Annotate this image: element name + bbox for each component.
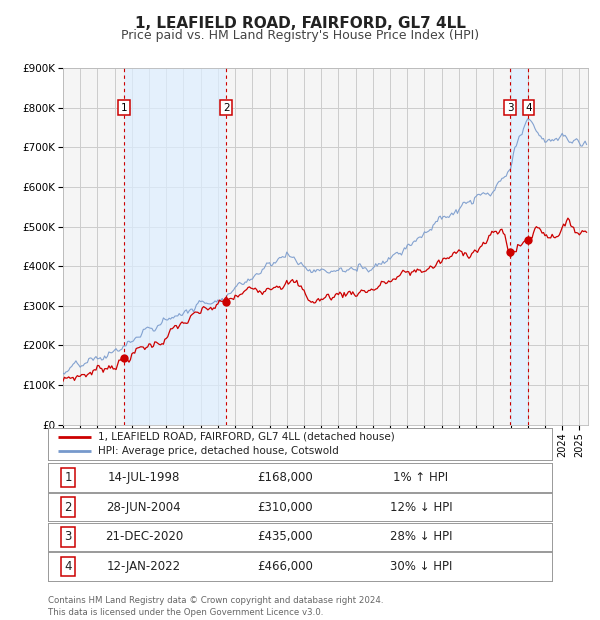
Text: 1: 1 — [64, 471, 72, 484]
Text: 3: 3 — [507, 103, 514, 113]
Text: 3: 3 — [64, 531, 72, 543]
Text: 1: 1 — [121, 103, 127, 113]
Text: 1, LEAFIELD ROAD, FAIRFORD, GL7 4LL (detached house): 1, LEAFIELD ROAD, FAIRFORD, GL7 4LL (det… — [98, 432, 395, 441]
Text: 21-DEC-2020: 21-DEC-2020 — [104, 531, 183, 543]
Text: £310,000: £310,000 — [257, 501, 313, 513]
Text: 28-JUN-2004: 28-JUN-2004 — [106, 501, 181, 513]
Text: 4: 4 — [525, 103, 532, 113]
Text: 30% ↓ HPI: 30% ↓ HPI — [390, 560, 452, 573]
Text: 14-JUL-1998: 14-JUL-1998 — [107, 471, 180, 484]
Text: £435,000: £435,000 — [257, 531, 313, 543]
Text: 1% ↑ HPI: 1% ↑ HPI — [394, 471, 449, 484]
Bar — [124, 68, 226, 425]
Text: Price paid vs. HM Land Registry's House Price Index (HPI): Price paid vs. HM Land Registry's House … — [121, 29, 479, 42]
Text: 4: 4 — [64, 560, 72, 573]
Text: HPI: Average price, detached house, Cotswold: HPI: Average price, detached house, Cots… — [98, 446, 339, 456]
Text: 2: 2 — [64, 501, 72, 513]
Text: £168,000: £168,000 — [257, 471, 313, 484]
Text: £466,000: £466,000 — [257, 560, 313, 573]
Text: 2: 2 — [223, 103, 230, 113]
Text: 28% ↓ HPI: 28% ↓ HPI — [390, 531, 452, 543]
Text: 12% ↓ HPI: 12% ↓ HPI — [389, 501, 452, 513]
Text: Contains HM Land Registry data © Crown copyright and database right 2024.
This d: Contains HM Land Registry data © Crown c… — [48, 596, 383, 617]
Text: 1, LEAFIELD ROAD, FAIRFORD, GL7 4LL: 1, LEAFIELD ROAD, FAIRFORD, GL7 4LL — [134, 16, 466, 31]
Text: 12-JAN-2022: 12-JAN-2022 — [107, 560, 181, 573]
Bar — [510, 68, 529, 425]
